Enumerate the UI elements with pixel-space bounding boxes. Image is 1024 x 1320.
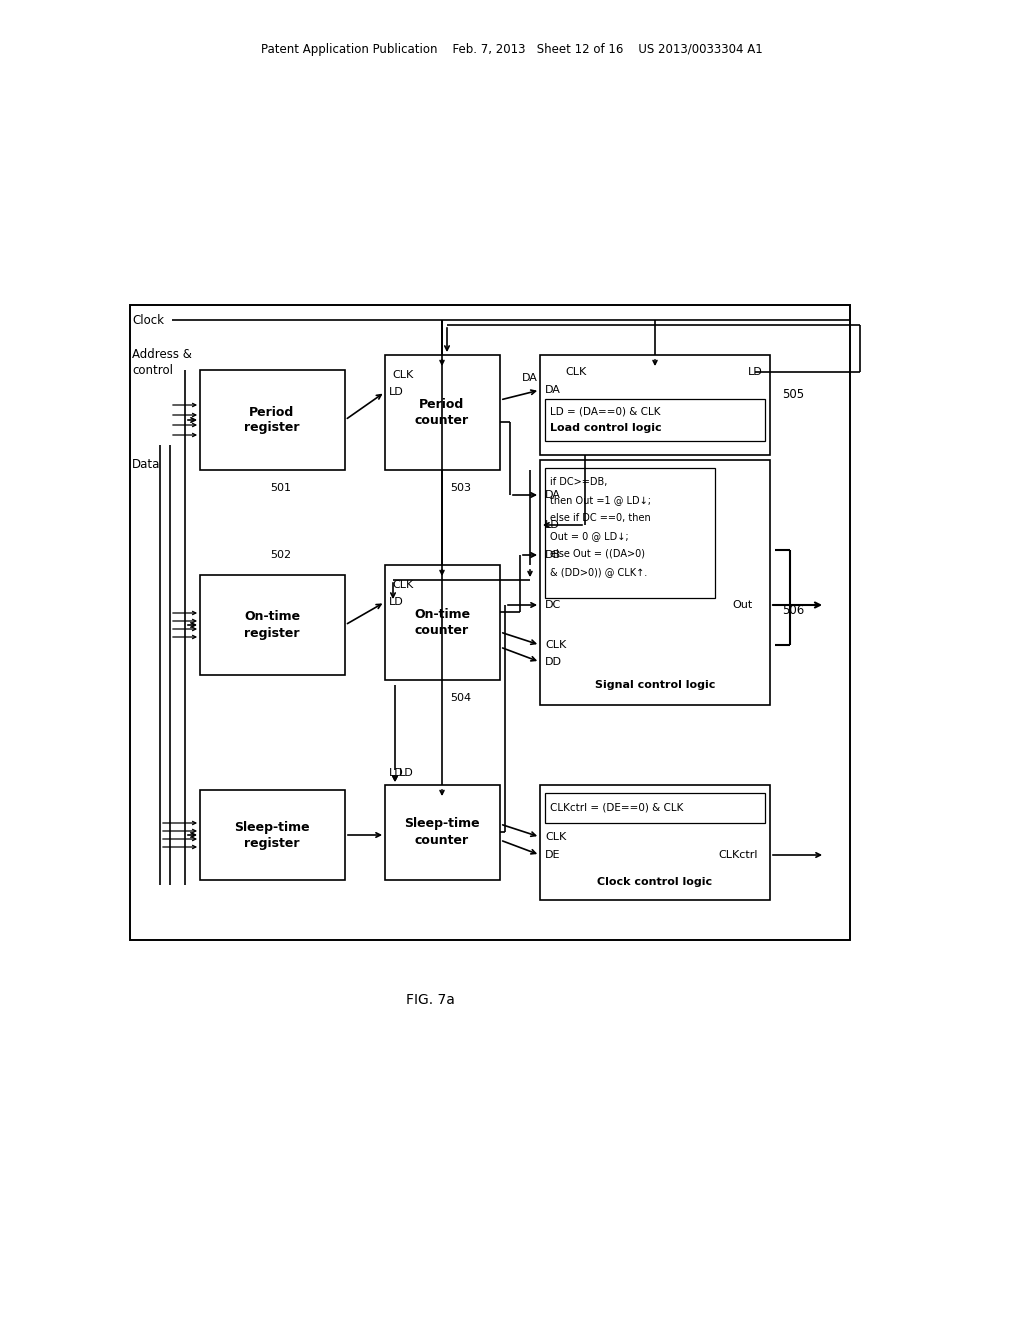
Text: register: register xyxy=(245,627,300,639)
Text: 504: 504 xyxy=(450,693,471,704)
Text: LD = (DA==0) & CLK: LD = (DA==0) & CLK xyxy=(550,407,660,417)
Text: Period: Period xyxy=(420,397,465,411)
Bar xyxy=(385,785,500,880)
Text: & (DD>0)) @ CLK↑.: & (DD>0)) @ CLK↑. xyxy=(550,568,647,577)
Text: control: control xyxy=(132,363,173,376)
Text: LD: LD xyxy=(389,597,403,607)
Text: CLK: CLK xyxy=(392,579,414,590)
Text: On-time: On-time xyxy=(414,607,470,620)
Text: Out = 0 @ LD↓;: Out = 0 @ LD↓; xyxy=(550,531,629,541)
Text: Sleep-time: Sleep-time xyxy=(404,817,480,830)
Text: counter: counter xyxy=(415,833,469,846)
Text: register: register xyxy=(245,837,300,850)
Bar xyxy=(545,793,765,822)
Text: DA: DA xyxy=(545,490,561,500)
Text: LD: LD xyxy=(748,367,763,378)
Text: LD: LD xyxy=(389,387,403,397)
Text: DE: DE xyxy=(545,850,560,861)
Text: counter: counter xyxy=(415,623,469,636)
Bar xyxy=(200,370,345,470)
Text: LD: LD xyxy=(545,520,560,531)
Text: CLK: CLK xyxy=(545,832,566,842)
Text: DC: DC xyxy=(545,601,561,610)
Text: On-time: On-time xyxy=(244,610,300,623)
Text: Signal control logic: Signal control logic xyxy=(595,680,715,690)
Text: then Out =1 @ LD↓;: then Out =1 @ LD↓; xyxy=(550,495,651,506)
Text: LD: LD xyxy=(389,768,403,777)
Text: 501: 501 xyxy=(270,483,291,492)
Text: Sleep-time: Sleep-time xyxy=(234,821,310,833)
Text: else if DC ==0, then: else if DC ==0, then xyxy=(550,513,650,523)
Text: DD: DD xyxy=(545,657,562,667)
Text: counter: counter xyxy=(415,413,469,426)
Text: else Out = ((DA>0): else Out = ((DA>0) xyxy=(550,549,645,558)
Bar xyxy=(385,565,500,680)
Text: CLKctrl: CLKctrl xyxy=(718,850,758,861)
Text: Load control logic: Load control logic xyxy=(550,422,662,433)
Text: Address &: Address & xyxy=(132,348,191,362)
Text: DA: DA xyxy=(522,374,538,383)
Text: register: register xyxy=(245,421,300,434)
Text: 503: 503 xyxy=(450,483,471,492)
Text: CLK: CLK xyxy=(392,370,414,380)
Text: FIG. 7a: FIG. 7a xyxy=(406,993,455,1007)
Text: Clock: Clock xyxy=(132,314,164,326)
Text: CLKctrl = (DE==0) & CLK: CLKctrl = (DE==0) & CLK xyxy=(550,803,683,813)
Text: Period: Period xyxy=(250,405,295,418)
Text: Patent Application Publication    Feb. 7, 2013   Sheet 12 of 16    US 2013/00333: Patent Application Publication Feb. 7, 2… xyxy=(261,44,763,57)
Bar xyxy=(200,576,345,675)
Text: if DC>=DB,: if DC>=DB, xyxy=(550,477,607,487)
Bar xyxy=(540,355,770,455)
Bar xyxy=(545,399,765,441)
Bar xyxy=(540,459,770,705)
Text: Data: Data xyxy=(132,458,161,471)
Text: CLK: CLK xyxy=(545,640,566,649)
Bar xyxy=(540,785,770,900)
Text: Out: Out xyxy=(732,601,753,610)
Bar xyxy=(385,355,500,470)
Text: Clock control logic: Clock control logic xyxy=(597,876,713,887)
Text: 506: 506 xyxy=(782,603,804,616)
Bar xyxy=(545,469,715,598)
Bar xyxy=(130,305,850,940)
Text: CLK: CLK xyxy=(565,367,587,378)
Text: 502: 502 xyxy=(270,550,291,560)
Text: DB: DB xyxy=(545,550,561,560)
Text: LD: LD xyxy=(399,768,414,777)
Text: 505: 505 xyxy=(782,388,804,401)
Text: DA: DA xyxy=(545,385,561,395)
Bar xyxy=(200,789,345,880)
